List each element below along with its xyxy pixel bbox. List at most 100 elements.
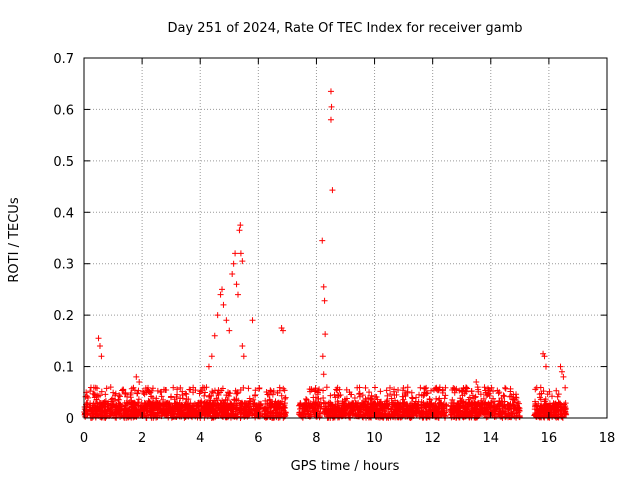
- data-point: [208, 353, 215, 360]
- data-point: [486, 392, 493, 399]
- data-point: [462, 399, 469, 406]
- data-point: [94, 400, 101, 407]
- data-point: [210, 399, 217, 406]
- data-point: [203, 384, 210, 391]
- data-point: [136, 379, 143, 385]
- data-point: [454, 400, 461, 407]
- x-tick-label: 18: [599, 431, 616, 446]
- data-point: [404, 384, 411, 391]
- data-point: [335, 393, 342, 400]
- data-point: [322, 331, 329, 338]
- data-point: [514, 404, 521, 411]
- data-point: [99, 402, 106, 409]
- data-point: [179, 402, 186, 409]
- data-point: [240, 353, 247, 360]
- data-point: [234, 389, 241, 396]
- data-point: [467, 411, 474, 418]
- data-point: [296, 409, 303, 416]
- data-point: [143, 402, 150, 409]
- data-point: [142, 385, 149, 392]
- data-point: [269, 401, 276, 408]
- data-point: [549, 393, 556, 400]
- data-point: [554, 393, 561, 400]
- data-point: [509, 396, 516, 403]
- data-point: [227, 402, 234, 409]
- data-point: [360, 402, 367, 409]
- data-point: [248, 412, 255, 419]
- data-point: [433, 385, 440, 392]
- data-point: [96, 343, 103, 349]
- data-point: [102, 391, 109, 398]
- data-point: [355, 390, 362, 397]
- data-point: [109, 401, 116, 408]
- data-point: [135, 396, 142, 403]
- data-point: [236, 227, 243, 234]
- data-point: [373, 394, 380, 401]
- data-point: [356, 384, 363, 391]
- data-point: [369, 395, 376, 402]
- data-point: [552, 407, 559, 414]
- x-tick-label: 16: [541, 431, 558, 446]
- data-point: [262, 397, 269, 404]
- data-point: [93, 404, 100, 411]
- data-point: [394, 411, 401, 418]
- y-tick-label: 0.7: [53, 52, 74, 67]
- data-point: [117, 413, 124, 420]
- data-point: [174, 406, 181, 413]
- data-point: [278, 392, 285, 399]
- data-point: [332, 394, 339, 401]
- data-point: [299, 403, 306, 410]
- data-point: [227, 390, 234, 397]
- data-point: [461, 390, 468, 397]
- data-point: [107, 384, 114, 391]
- data-points: [81, 88, 570, 421]
- data-point: [121, 410, 128, 417]
- data-point: [413, 394, 420, 401]
- data-point: [415, 405, 422, 412]
- data-point: [215, 405, 222, 412]
- data-point: [146, 389, 153, 396]
- data-point: [129, 408, 136, 415]
- data-point: [546, 388, 553, 395]
- data-point: [421, 385, 428, 392]
- data-point: [426, 396, 433, 403]
- data-point: [359, 392, 366, 399]
- data-point: [211, 332, 218, 339]
- chart-title: Day 251 of 2024, Rate Of TEC Index for r…: [167, 21, 522, 36]
- data-point: [340, 400, 347, 407]
- data-point: [174, 386, 181, 393]
- data-point: [170, 384, 177, 391]
- data-point: [179, 388, 186, 395]
- data-point: [124, 393, 131, 400]
- data-point: [533, 411, 540, 418]
- data-point: [384, 392, 391, 399]
- data-point: [356, 393, 363, 400]
- data-point: [143, 406, 150, 413]
- data-point: [315, 406, 322, 413]
- data-point: [329, 187, 336, 194]
- data-point: [278, 325, 285, 331]
- data-point: [128, 390, 135, 396]
- data-point: [319, 237, 326, 244]
- data-point: [532, 398, 539, 405]
- data-point: [167, 409, 174, 416]
- data-point: [320, 394, 327, 401]
- data-point: [196, 390, 203, 397]
- data-point: [483, 392, 490, 399]
- data-point: [209, 388, 216, 395]
- data-point: [485, 385, 492, 392]
- data-point: [219, 286, 226, 293]
- data-point: [486, 401, 493, 408]
- data-point: [152, 403, 159, 410]
- data-point: [349, 403, 356, 410]
- data-point: [451, 389, 458, 396]
- data-point: [112, 390, 119, 397]
- data-point: [409, 395, 416, 402]
- data-point: [409, 405, 416, 412]
- data-point: [441, 412, 448, 419]
- data-point: [153, 395, 160, 402]
- data-point: [449, 409, 456, 416]
- data-point: [244, 405, 251, 412]
- data-point: [441, 395, 448, 402]
- data-point: [483, 414, 490, 421]
